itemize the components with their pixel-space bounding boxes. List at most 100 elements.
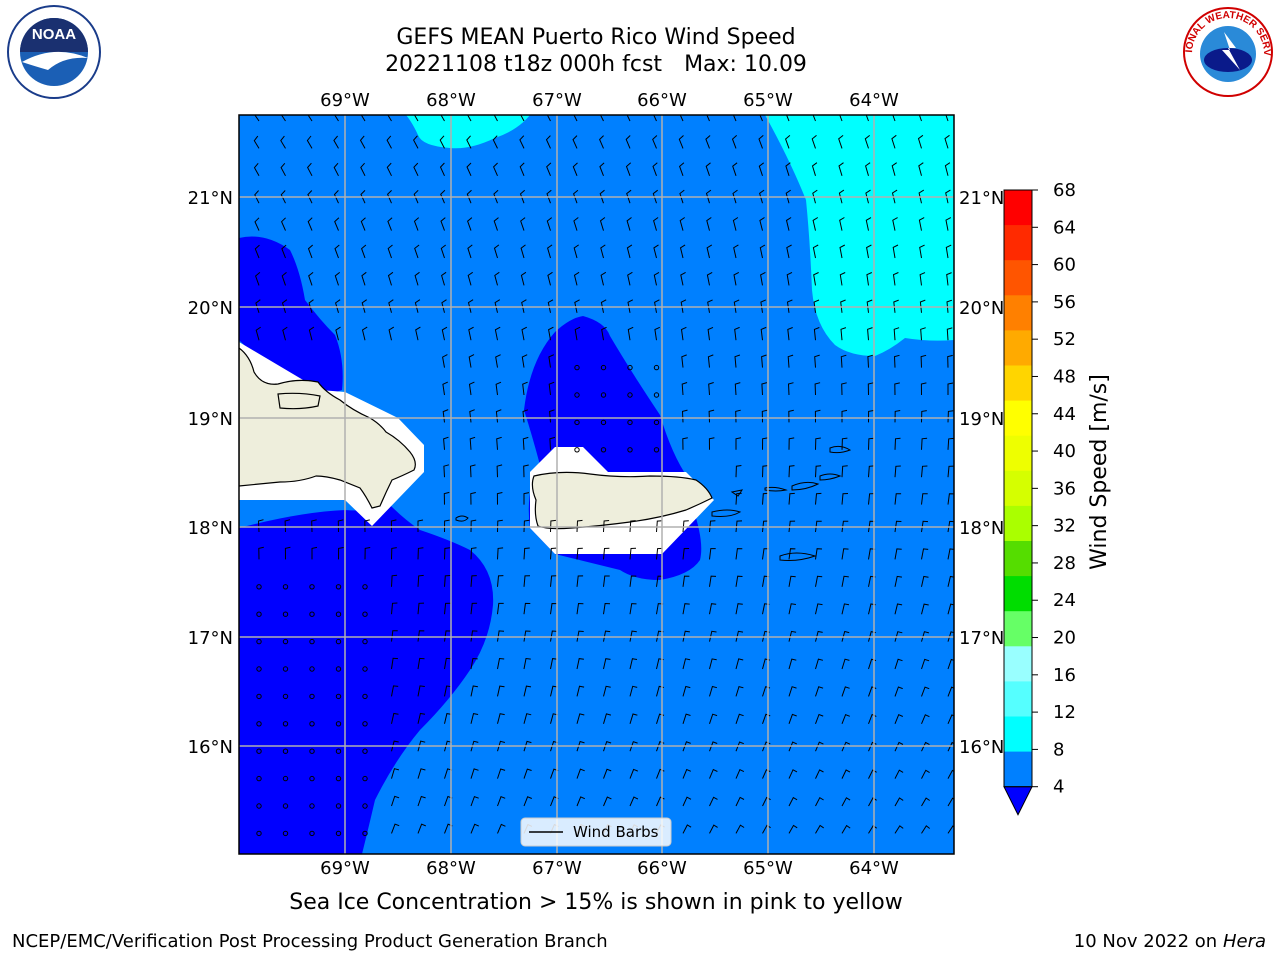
max-label: Max: 10.09 bbox=[684, 52, 807, 77]
wind-barb bbox=[815, 824, 824, 834]
colorbar-segment bbox=[1004, 681, 1032, 717]
wind-barb bbox=[335, 326, 341, 341]
wind-barb bbox=[945, 189, 951, 204]
wind-barb bbox=[815, 713, 824, 724]
calm-barb bbox=[309, 693, 315, 700]
wind-barb bbox=[708, 382, 714, 396]
wind-barb bbox=[679, 115, 684, 122]
wind-barb bbox=[735, 575, 743, 587]
wind-barb bbox=[841, 382, 847, 396]
wind-barb bbox=[734, 354, 741, 368]
wind-barb bbox=[656, 741, 665, 752]
calm-barb bbox=[600, 364, 607, 371]
wind-barb bbox=[493, 162, 498, 177]
wind-barb bbox=[705, 135, 711, 149]
wind-barb bbox=[682, 437, 688, 450]
wind-barb bbox=[572, 135, 578, 149]
wind-barb bbox=[280, 190, 286, 204]
wind-barb bbox=[679, 162, 685, 176]
wind-barb bbox=[497, 630, 505, 642]
wind-barb bbox=[867, 382, 874, 396]
wind-barb bbox=[762, 548, 769, 560]
wind-barb bbox=[841, 548, 849, 560]
wind-barb bbox=[945, 115, 949, 122]
wind-barb bbox=[762, 796, 771, 807]
wind-barb bbox=[706, 115, 710, 122]
wind-barb bbox=[439, 135, 445, 149]
wind-barb bbox=[333, 190, 339, 204]
colorbar-tick-label: 4 bbox=[1053, 777, 1064, 798]
wind-barb bbox=[391, 574, 398, 587]
wind-barb bbox=[470, 823, 480, 834]
wind-barb bbox=[254, 244, 260, 259]
wind-barb bbox=[546, 162, 552, 176]
wind-barb bbox=[444, 547, 450, 560]
wind-barb bbox=[788, 769, 798, 779]
wind-barb bbox=[550, 630, 558, 642]
calm-barb bbox=[362, 638, 368, 645]
wind-barb bbox=[281, 272, 287, 286]
wind-barb bbox=[523, 685, 532, 697]
wind-barb bbox=[947, 520, 954, 533]
wind-barb bbox=[417, 630, 425, 642]
calm-barb bbox=[653, 364, 660, 371]
wind-barb bbox=[520, 271, 527, 286]
colorbar-segment bbox=[1004, 190, 1032, 226]
wind-barb bbox=[894, 548, 902, 560]
calm-barb bbox=[627, 364, 633, 371]
wind-barb bbox=[921, 520, 929, 533]
wind-barb bbox=[654, 299, 660, 313]
calm-barb bbox=[362, 830, 368, 837]
wind-barb bbox=[786, 115, 790, 122]
wind-barb bbox=[600, 299, 607, 313]
wind-barb bbox=[311, 519, 317, 533]
wind-barb bbox=[762, 492, 769, 505]
wind-barb bbox=[815, 548, 823, 560]
wind-barb bbox=[812, 115, 816, 122]
wind-barb bbox=[627, 299, 634, 313]
wind-barb bbox=[892, 244, 899, 259]
calm-barb bbox=[335, 830, 342, 837]
wind-barb bbox=[894, 382, 900, 396]
wind-barb bbox=[442, 409, 449, 423]
wind-barb bbox=[707, 299, 713, 313]
lon-tick-bottom: 68°W bbox=[426, 858, 476, 879]
calm-barb bbox=[362, 693, 368, 700]
wind-barb bbox=[468, 354, 475, 368]
wind-barb bbox=[441, 271, 447, 286]
wind-barb bbox=[523, 657, 531, 670]
wind-barb bbox=[709, 796, 718, 807]
colorbar-segment bbox=[1004, 330, 1032, 366]
wind-barb bbox=[391, 657, 399, 670]
wind-barb bbox=[812, 244, 819, 259]
wind-barb bbox=[492, 135, 498, 149]
wind-barb bbox=[280, 135, 286, 149]
wind-barb bbox=[417, 740, 426, 752]
wind-barb bbox=[865, 217, 872, 231]
wind-barb bbox=[892, 217, 898, 231]
wind-barb bbox=[364, 547, 371, 560]
calm-barb bbox=[282, 638, 289, 645]
wind-barb bbox=[442, 381, 449, 396]
caption: Sea Ice Concentration > 15% is shown in … bbox=[289, 890, 903, 915]
calm-barb bbox=[309, 775, 315, 782]
wind-barb bbox=[444, 519, 450, 533]
wind-barb bbox=[470, 630, 478, 642]
wind-barb bbox=[307, 217, 313, 231]
legend-label: Wind Barbs bbox=[573, 823, 659, 841]
calm-barb bbox=[362, 584, 368, 590]
wind-barb bbox=[576, 796, 586, 807]
wind-barb bbox=[470, 713, 479, 724]
wind-barb bbox=[760, 299, 767, 313]
calm-barb bbox=[600, 419, 607, 426]
colorbar-segment bbox=[1004, 400, 1032, 437]
wind-barb bbox=[599, 217, 606, 231]
wind-barb bbox=[815, 658, 824, 670]
wind-barb bbox=[920, 354, 927, 368]
lon-tick-top: 69°W bbox=[320, 90, 370, 111]
wind-barb bbox=[894, 493, 902, 505]
wind-barb bbox=[787, 327, 793, 341]
wind-barb bbox=[892, 115, 896, 122]
title-line-1: GEFS MEAN Puerto Rico Wind Speed bbox=[396, 25, 796, 50]
wind-barb bbox=[442, 354, 448, 368]
